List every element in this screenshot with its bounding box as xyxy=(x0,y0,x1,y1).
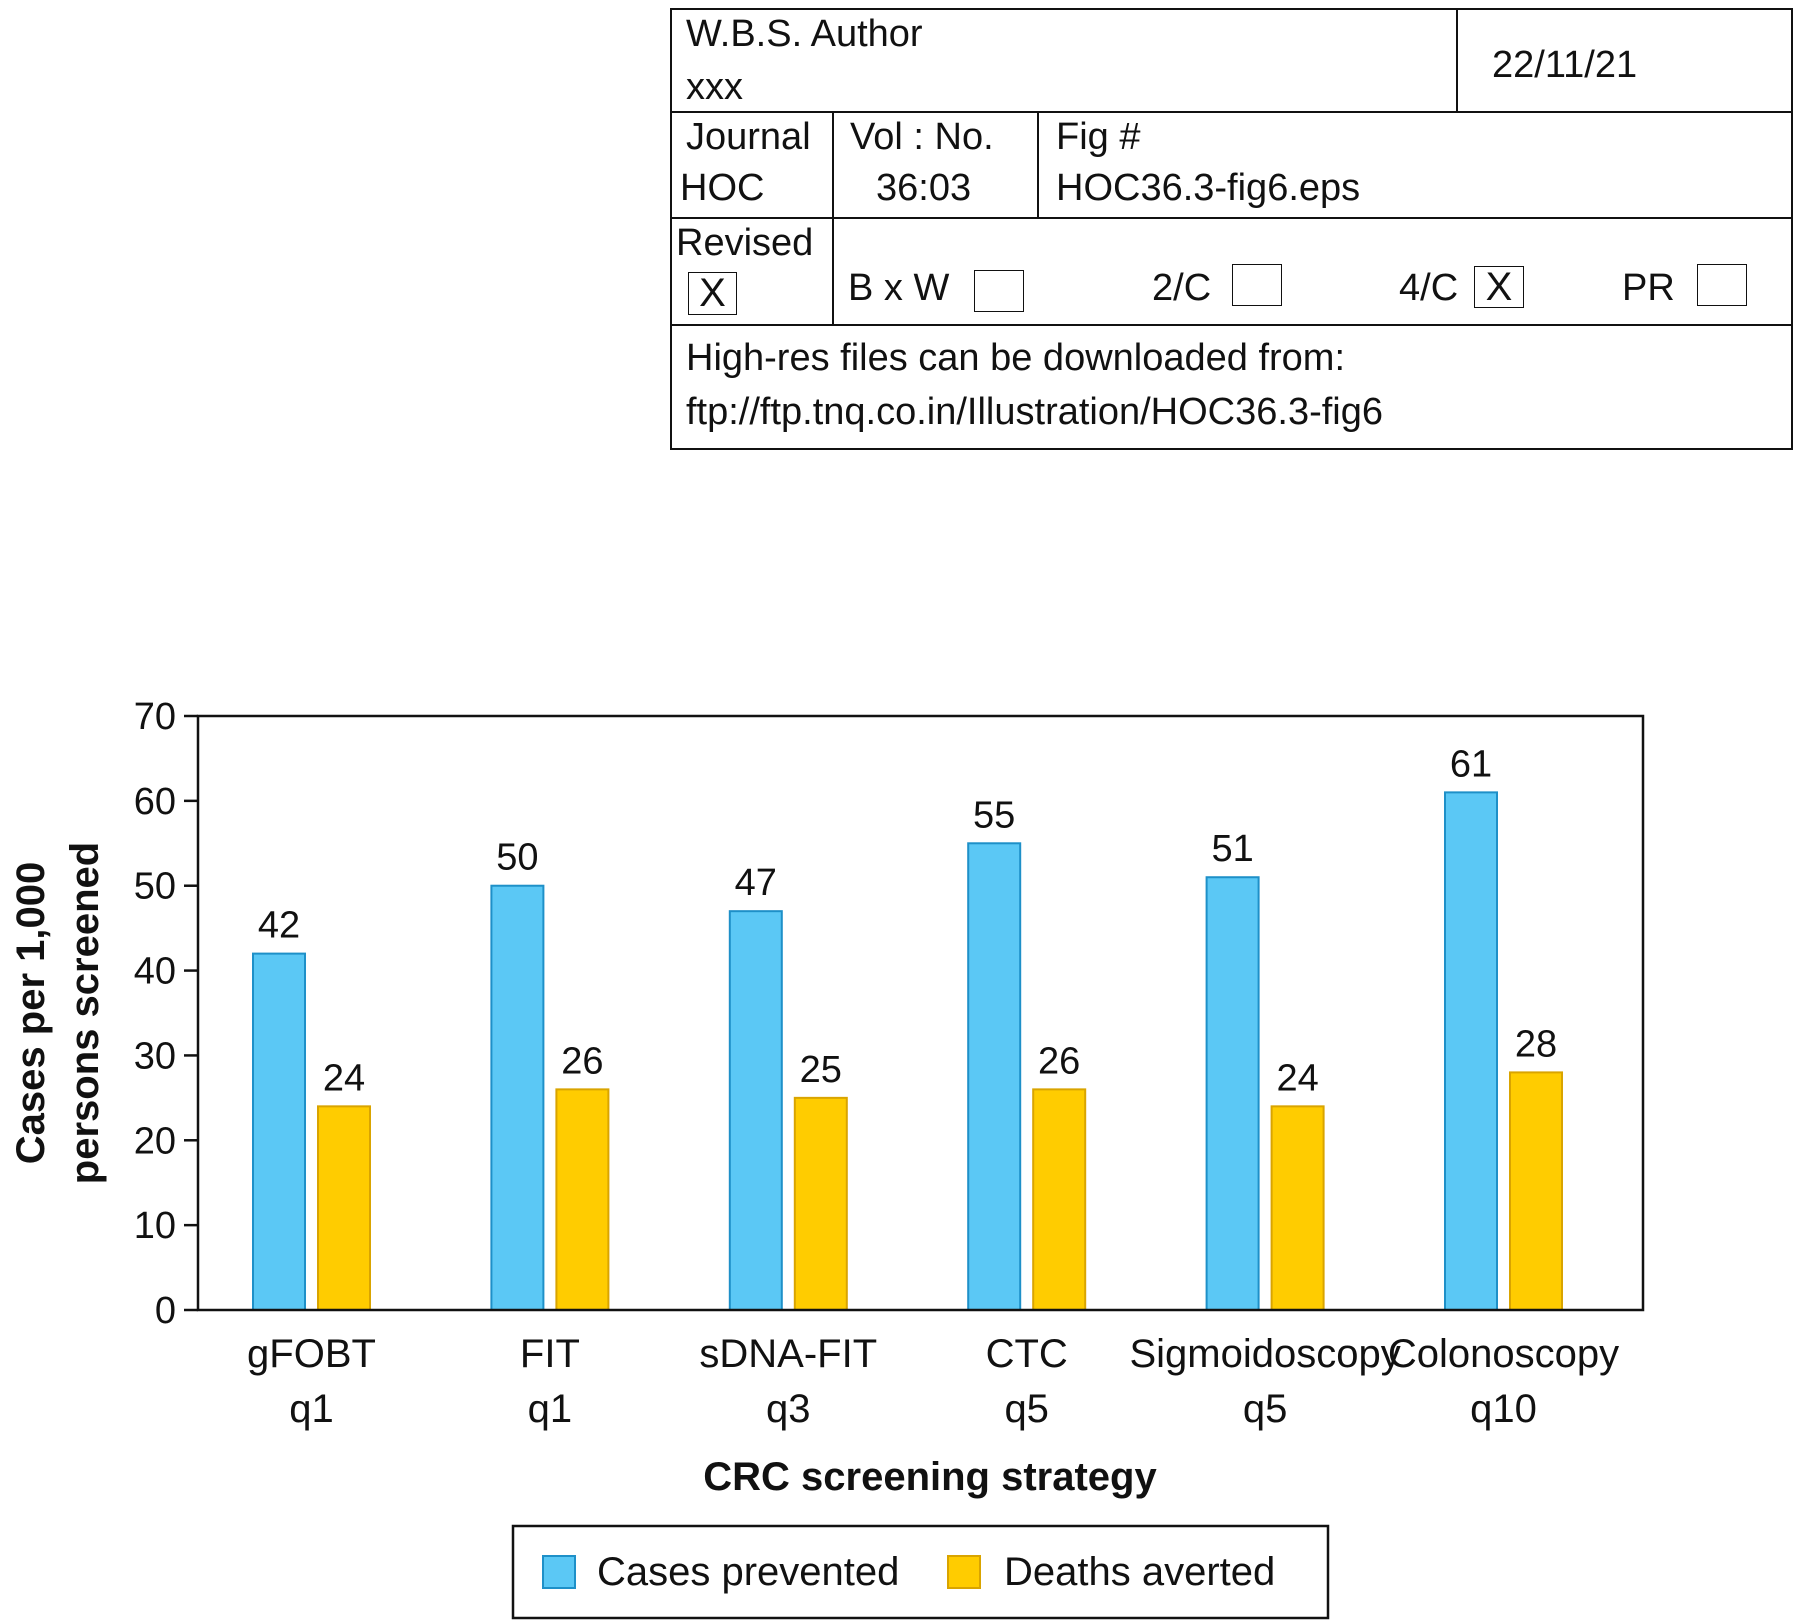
option-2c-label: 2/C xyxy=(1152,267,1212,309)
y-tick-label: 40 xyxy=(134,951,176,993)
plot-frame xyxy=(196,714,1645,1312)
option-bxw-label: B x W xyxy=(848,267,950,309)
option-4c-label: 4/C xyxy=(1399,267,1459,309)
proof-rule xyxy=(1037,111,1039,218)
legend-label-cases-prevented: Cases prevented xyxy=(597,1550,899,1594)
bar-value-label: 28 xyxy=(1515,1023,1557,1065)
bar-value-label: 25 xyxy=(800,1049,842,1091)
option-4c-checkbox: X xyxy=(1474,266,1524,308)
x-category-interval: q1 xyxy=(289,1387,334,1431)
bar-deaths-averted-0 xyxy=(317,1105,371,1312)
author-value: xxx xyxy=(686,66,743,108)
y-tick-label: 60 xyxy=(134,781,176,823)
revised-checkbox: X xyxy=(688,272,737,315)
bar-value-label: 47 xyxy=(735,862,777,904)
bar-value-label: 55 xyxy=(973,794,1015,836)
bar-deaths-averted-3 xyxy=(1032,1088,1087,1312)
y-tick-label: 0 xyxy=(155,1290,176,1332)
x-category-label: Sigmoidoscopy xyxy=(1129,1332,1400,1376)
x-category-label: FIT xyxy=(520,1332,580,1376)
x-category-label: gFOBT xyxy=(247,1332,376,1376)
proof-rule xyxy=(672,324,1791,326)
fig-value: HOC36.3-fig6.eps xyxy=(1056,167,1361,209)
y-tick-label: 50 xyxy=(134,866,176,908)
vol-value: 36:03 xyxy=(876,167,972,209)
bar-value-label: 61 xyxy=(1450,743,1492,785)
vol-label: Vol : No. xyxy=(850,116,994,158)
bar-cases-prevented-3 xyxy=(967,842,1022,1311)
bar-deaths-averted-1 xyxy=(555,1088,610,1312)
legend-box xyxy=(511,1524,1330,1620)
proof-rule xyxy=(672,111,1791,113)
legend-swatch-cases-prevented xyxy=(542,1555,576,1589)
y-tick-label: 70 xyxy=(134,696,176,738)
x-category-interval: q10 xyxy=(1470,1387,1537,1431)
note-line-2: ftp://ftp.tnq.co.in/Illustration/HOC36.3… xyxy=(686,391,1384,433)
bar-value-label: 51 xyxy=(1211,828,1253,870)
bar-value-label: 26 xyxy=(1038,1040,1080,1082)
author-label: W.B.S. Author xyxy=(686,13,923,55)
option-bxw-checkbox xyxy=(974,270,1024,312)
x-category-label: CTC xyxy=(986,1332,1068,1376)
option-pr-label: PR xyxy=(1622,267,1675,309)
x-category-interval: q1 xyxy=(528,1387,573,1431)
x-category-label: Colonoscopy xyxy=(1388,1332,1619,1376)
proof-date: 22/11/21 xyxy=(1492,44,1638,86)
y-tick-label: 10 xyxy=(134,1205,176,1247)
journal-label: Journal xyxy=(686,116,811,158)
bar-cases-prevented-4 xyxy=(1205,876,1260,1311)
y-tick-label: 30 xyxy=(134,1035,176,1077)
x-category-interval: q5 xyxy=(1004,1387,1049,1431)
fig-label: Fig # xyxy=(1056,116,1141,158)
legend-label-deaths-averted: Deaths averted xyxy=(1004,1550,1275,1594)
note-line-1: High-res files can be downloaded from: xyxy=(686,337,1346,379)
legend: Cases prevented Deaths averted xyxy=(511,1524,1330,1620)
y-axis-title-line-1: Cases per 1,000 xyxy=(9,862,53,1164)
x-axis-title: CRC screening strategy xyxy=(703,1455,1157,1499)
bar-value-label: 50 xyxy=(496,837,538,879)
bar-deaths-averted-5 xyxy=(1509,1071,1563,1312)
journal-value: HOC xyxy=(680,167,765,209)
legend-swatch-deaths-averted xyxy=(947,1555,981,1589)
bar-cases-prevented-1 xyxy=(490,884,545,1311)
y-axis-title-line-2: persons screened xyxy=(63,842,107,1184)
bar-cases-prevented-2 xyxy=(728,910,783,1312)
option-pr-checkbox xyxy=(1697,264,1747,306)
bar-value-label: 24 xyxy=(1276,1057,1318,1099)
x-category-label: sDNA-FIT xyxy=(699,1332,877,1376)
x-category-interval: q3 xyxy=(766,1387,811,1431)
y-tick-label: 20 xyxy=(134,1120,176,1162)
bar-value-label: 42 xyxy=(258,905,300,947)
proof-rule xyxy=(1456,10,1458,112)
bar-value-label: 24 xyxy=(323,1057,365,1099)
bar-deaths-averted-2 xyxy=(793,1096,848,1312)
x-category-interval: q5 xyxy=(1243,1387,1288,1431)
y-axis-title: Cases per 1,000 persons screened xyxy=(9,842,107,1184)
bar-value-label: 26 xyxy=(561,1040,603,1082)
proof-box: W.B.S. Author xxx 22/11/21 Journal HOC V… xyxy=(670,8,1793,450)
option-2c-checkbox xyxy=(1232,264,1282,306)
bar-cases-prevented-5 xyxy=(1444,791,1498,1311)
revised-label: Revised xyxy=(676,222,814,264)
bar-cases-prevented-0 xyxy=(252,952,306,1311)
proof-rule xyxy=(832,111,834,325)
proof-rule xyxy=(672,217,1791,219)
bar-deaths-averted-4 xyxy=(1270,1105,1325,1312)
